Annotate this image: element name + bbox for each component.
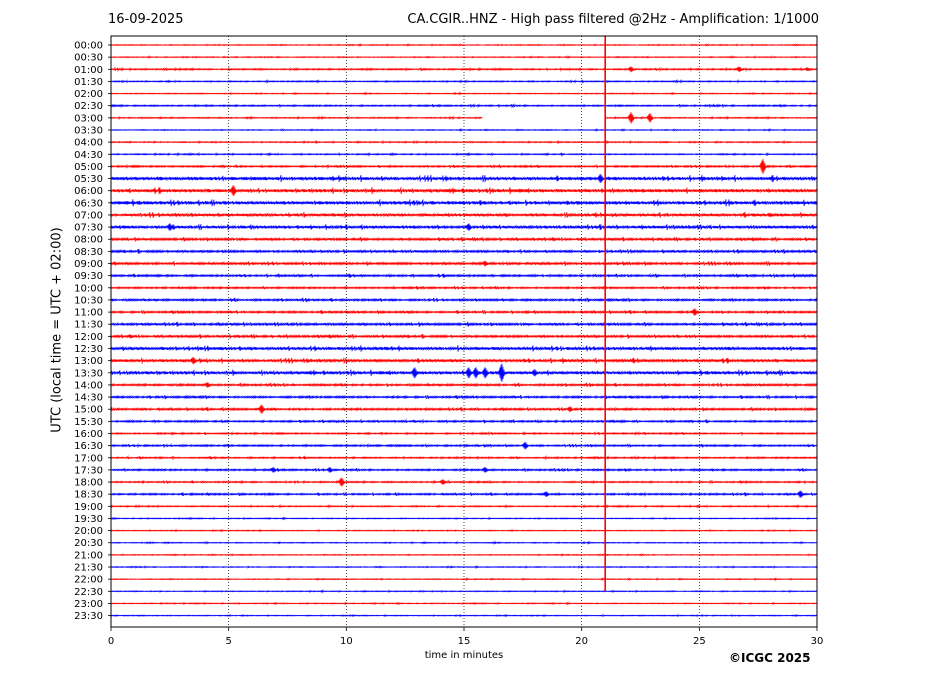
trace-row — [110, 248, 818, 255]
trace-row — [110, 199, 818, 207]
row-label: 05:30 — [74, 174, 103, 185]
row-label: 13:30 — [74, 368, 103, 379]
trace-row — [110, 211, 818, 219]
row-label: 04:30 — [74, 150, 103, 161]
x-tick-label: 0 — [108, 636, 114, 647]
trace-row — [110, 477, 818, 487]
row-label: 03:00 — [74, 113, 103, 124]
row-label: 07:00 — [74, 210, 103, 221]
row-label: 15:00 — [74, 405, 103, 416]
trace-row — [110, 111, 818, 124]
row-label: 00:00 — [74, 41, 103, 52]
x-tick-label: 20 — [575, 636, 588, 647]
x-tick-label: 10 — [340, 636, 353, 647]
x-tick-label: 15 — [458, 636, 471, 647]
row-label: 08:30 — [74, 247, 103, 258]
trace-row — [110, 454, 818, 461]
row-label: 18:30 — [74, 490, 103, 501]
trace-row — [110, 174, 818, 183]
row-label: 03:30 — [74, 125, 103, 136]
row-label: 13:00 — [74, 356, 103, 367]
row-label: 19:30 — [74, 514, 103, 525]
trace-row — [110, 223, 818, 231]
trace-row — [110, 466, 818, 473]
row-label: 05:00 — [74, 162, 103, 173]
trace-row — [110, 260, 818, 267]
row-label: 22:00 — [74, 575, 103, 586]
row-label: 08:00 — [74, 235, 103, 246]
row-label: 02:00 — [74, 89, 103, 100]
row-label: 20:30 — [74, 538, 103, 549]
row-label: 22:30 — [74, 587, 103, 598]
x-tick-layer: 0 5 10 15 20 25 30 — [108, 627, 824, 647]
row-label: 21:30 — [74, 563, 103, 574]
row-label: 21:00 — [74, 550, 103, 561]
row-label: 07:30 — [74, 223, 103, 234]
row-label: 11:30 — [74, 320, 103, 331]
row-label: 09:00 — [74, 259, 103, 270]
trace-row — [110, 272, 818, 279]
row-label: 17:30 — [74, 465, 103, 476]
row-label: 23:00 — [74, 599, 103, 610]
row-label: 14:30 — [74, 393, 103, 404]
row-label: 12:30 — [74, 344, 103, 355]
row-label: 23:30 — [74, 611, 103, 622]
row-label: 01:30 — [74, 77, 103, 88]
row-label: 19:00 — [74, 502, 103, 513]
trace-row — [110, 418, 818, 425]
trace-row — [110, 490, 818, 498]
x-tick-label: 30 — [811, 636, 824, 647]
trace-row — [110, 503, 818, 509]
row-label: 10:30 — [74, 295, 103, 306]
trace-row — [110, 404, 818, 414]
trace-row — [110, 528, 818, 533]
row-label: 04:00 — [74, 138, 103, 149]
plot-date: 16-09-2025 — [108, 12, 184, 27]
row-label: 18:00 — [74, 478, 103, 489]
trace-row — [110, 394, 818, 400]
plot-frame — [110, 35, 818, 628]
row-label: 12:00 — [74, 332, 103, 343]
x-tick-label: 5 — [225, 636, 231, 647]
trace-row — [110, 236, 818, 242]
row-label: 17:00 — [74, 453, 103, 464]
row-label: 10:00 — [74, 283, 103, 294]
x-axis-label: time in minutes — [424, 650, 504, 661]
trace-row — [110, 516, 818, 521]
row-label: 06:00 — [74, 186, 103, 197]
trace-row — [110, 297, 818, 303]
chart-title: CA.CGIR..HNZ - High pass filtered @2Hz -… — [407, 12, 819, 27]
trace-row — [110, 285, 818, 291]
row-label: 16:00 — [74, 429, 103, 440]
row-label: 00:30 — [74, 53, 103, 64]
row-label-layer: 00:0000:3001:0001:3002:0002:3003:0003:30… — [74, 41, 111, 622]
row-label: 14:00 — [74, 380, 103, 391]
copyright-notice: ©ICGC 2025 — [729, 651, 811, 665]
grid-layer — [228, 36, 700, 627]
x-tick-label: 25 — [693, 636, 706, 647]
trace-row — [110, 441, 818, 450]
row-label: 06:30 — [74, 198, 103, 209]
row-label: 11:00 — [74, 308, 103, 319]
trace-row — [110, 540, 818, 545]
row-label: 16:30 — [74, 441, 103, 452]
trace-row — [110, 158, 818, 175]
row-label: 15:30 — [74, 417, 103, 428]
row-label: 09:30 — [74, 271, 103, 282]
row-label: 02:30 — [74, 101, 103, 112]
trace-row — [110, 430, 818, 437]
row-label: 20:00 — [74, 526, 103, 537]
trace-row — [110, 552, 818, 557]
row-label: 01:00 — [74, 65, 103, 76]
